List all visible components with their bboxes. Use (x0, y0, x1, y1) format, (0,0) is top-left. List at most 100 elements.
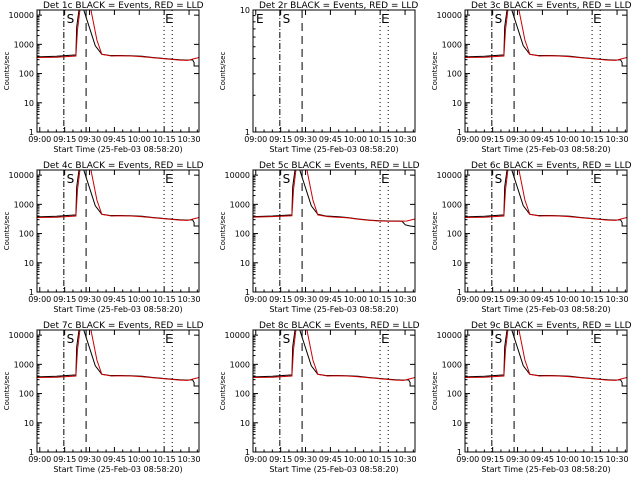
x-tick-label: 10:30 (178, 295, 201, 304)
x-axis-label: Start Time (25-Feb-03 08:58:20) (53, 145, 182, 154)
y-axis-label: Counts/sec (431, 52, 439, 91)
x-tick-label: 10:15 (369, 135, 392, 144)
x-tick-label: 09:30 (506, 135, 529, 144)
y-tick-label: 100 (235, 230, 250, 239)
x-axis-label: Start Time (25-Feb-03 08:58:20) (269, 465, 398, 474)
x-tick-label: 09:00 (28, 455, 51, 464)
x-tick-label: 09:45 (319, 295, 342, 304)
y-tick-label: 10 (24, 259, 34, 268)
y-tick-label: 10000 (437, 331, 462, 340)
plot-frame (464, 9, 628, 133)
x-tick-label: 09:30 (506, 455, 529, 464)
x-axis-label: Start Time (25-Feb-03 08:58:20) (269, 305, 398, 314)
y-tick-label: 1 (29, 448, 34, 457)
x-tick-label: 09:15 (269, 295, 292, 304)
x-tick-label: 10:15 (369, 455, 392, 464)
plot-frame (464, 329, 628, 453)
x-tick-label: 09:00 (28, 295, 51, 304)
y-tick-label: 10000 (9, 11, 34, 20)
y-axis-label: Counts/sec (3, 372, 11, 411)
series-lld-line (465, 330, 627, 381)
x-tick-label: 09:00 (456, 455, 479, 464)
marker-e: E (165, 172, 173, 186)
plot-frame (36, 329, 200, 453)
plot-frame (464, 169, 628, 293)
y-tick-label: 10 (24, 419, 34, 428)
marker-e: E (165, 12, 173, 26)
y-tick-label: 10000 (225, 171, 250, 180)
x-tick-label: 09:30 (294, 135, 317, 144)
marker-s: S (283, 12, 291, 26)
y-tick-label: 1 (457, 288, 462, 297)
marker-s: S (495, 12, 503, 26)
y-tick-label: 100 (447, 390, 462, 399)
panel-det-3: Det 3c BLACK = Events, RED = LLD 09:00 09:… (431, 1, 632, 154)
y-axis-label: Counts/sec (3, 52, 11, 91)
x-tick-label: 10:15 (581, 295, 604, 304)
y-tick-label: 10 (452, 259, 462, 268)
x-tick-label: 10:00 (344, 455, 367, 464)
panel-title: Det 5c BLACK = Events, RED = LLD (259, 161, 420, 171)
x-tick-label: 09:15 (53, 455, 76, 464)
x-tick-label: 10:00 (344, 135, 367, 144)
x-tick-label: 09:45 (319, 135, 342, 144)
series-lld-line (465, 10, 627, 61)
y-tick-label: 1 (29, 128, 34, 137)
panel-title: Det 3c BLACK = Events, RED = LLD (471, 1, 632, 11)
series-lld-line (465, 170, 627, 221)
x-tick-label: 10:30 (178, 455, 201, 464)
x-tick-label: 09:45 (103, 455, 126, 464)
y-tick-label: 10 (240, 419, 250, 428)
x-tick-label: 10:30 (606, 455, 629, 464)
x-tick-label: 10:00 (128, 455, 151, 464)
y-tick-label: 10000 (437, 171, 462, 180)
x-tick-label: 09:30 (294, 455, 317, 464)
marker-s: S (495, 172, 503, 186)
y-tick-label: 100 (19, 230, 34, 239)
y-tick-label: 100 (19, 70, 34, 79)
marker-e: E (381, 172, 389, 186)
x-tick-label: 10:00 (344, 295, 367, 304)
y-axis-label: Counts/sec (219, 372, 227, 411)
y-tick-label: 10 (240, 259, 250, 268)
x-tick-label: 10:15 (153, 295, 176, 304)
marker-e: E (381, 332, 389, 346)
y-tick-label: 1 (457, 128, 462, 137)
marker-s: S (495, 332, 503, 346)
x-tick-label: 09:30 (78, 135, 101, 144)
x-tick-label: 09:30 (78, 295, 101, 304)
y-tick-label: 1000 (442, 40, 462, 49)
marker-e: E (381, 12, 389, 26)
y-axis-label: Counts/sec (219, 212, 227, 251)
series-lld-line (253, 330, 415, 381)
series-lld-line (37, 330, 199, 381)
y-tick-label: 1000 (14, 360, 34, 369)
y-tick-label: 10000 (9, 331, 34, 340)
y-tick-label: 100 (235, 390, 250, 399)
x-tick-label: 09:00 (456, 135, 479, 144)
x-tick-label: 09:45 (531, 135, 554, 144)
panel-title: Det 1c BLACK = Events, RED = LLD (43, 1, 204, 11)
y-tick-label: 100 (447, 70, 462, 79)
marker-s: S (67, 12, 75, 26)
x-tick-label: 09:15 (481, 455, 504, 464)
y-tick-label: 10 (452, 99, 462, 108)
x-tick-label: 09:45 (319, 455, 342, 464)
y-tick-label: 10 (24, 99, 34, 108)
x-tick-label: 10:00 (128, 135, 151, 144)
x-axis-label: Start Time (25-Feb-03 08:58:20) (481, 305, 610, 314)
x-tick-label: 09:15 (53, 135, 76, 144)
panel-title: Det 2r BLACK = Events, RED = LLD (259, 1, 418, 11)
y-tick-label: 100 (19, 390, 34, 399)
x-tick-label: 09:15 (481, 295, 504, 304)
y-tick-label: 1000 (442, 360, 462, 369)
x-tick-label: 09:30 (506, 295, 529, 304)
x-tick-label: 09:00 (456, 295, 479, 304)
